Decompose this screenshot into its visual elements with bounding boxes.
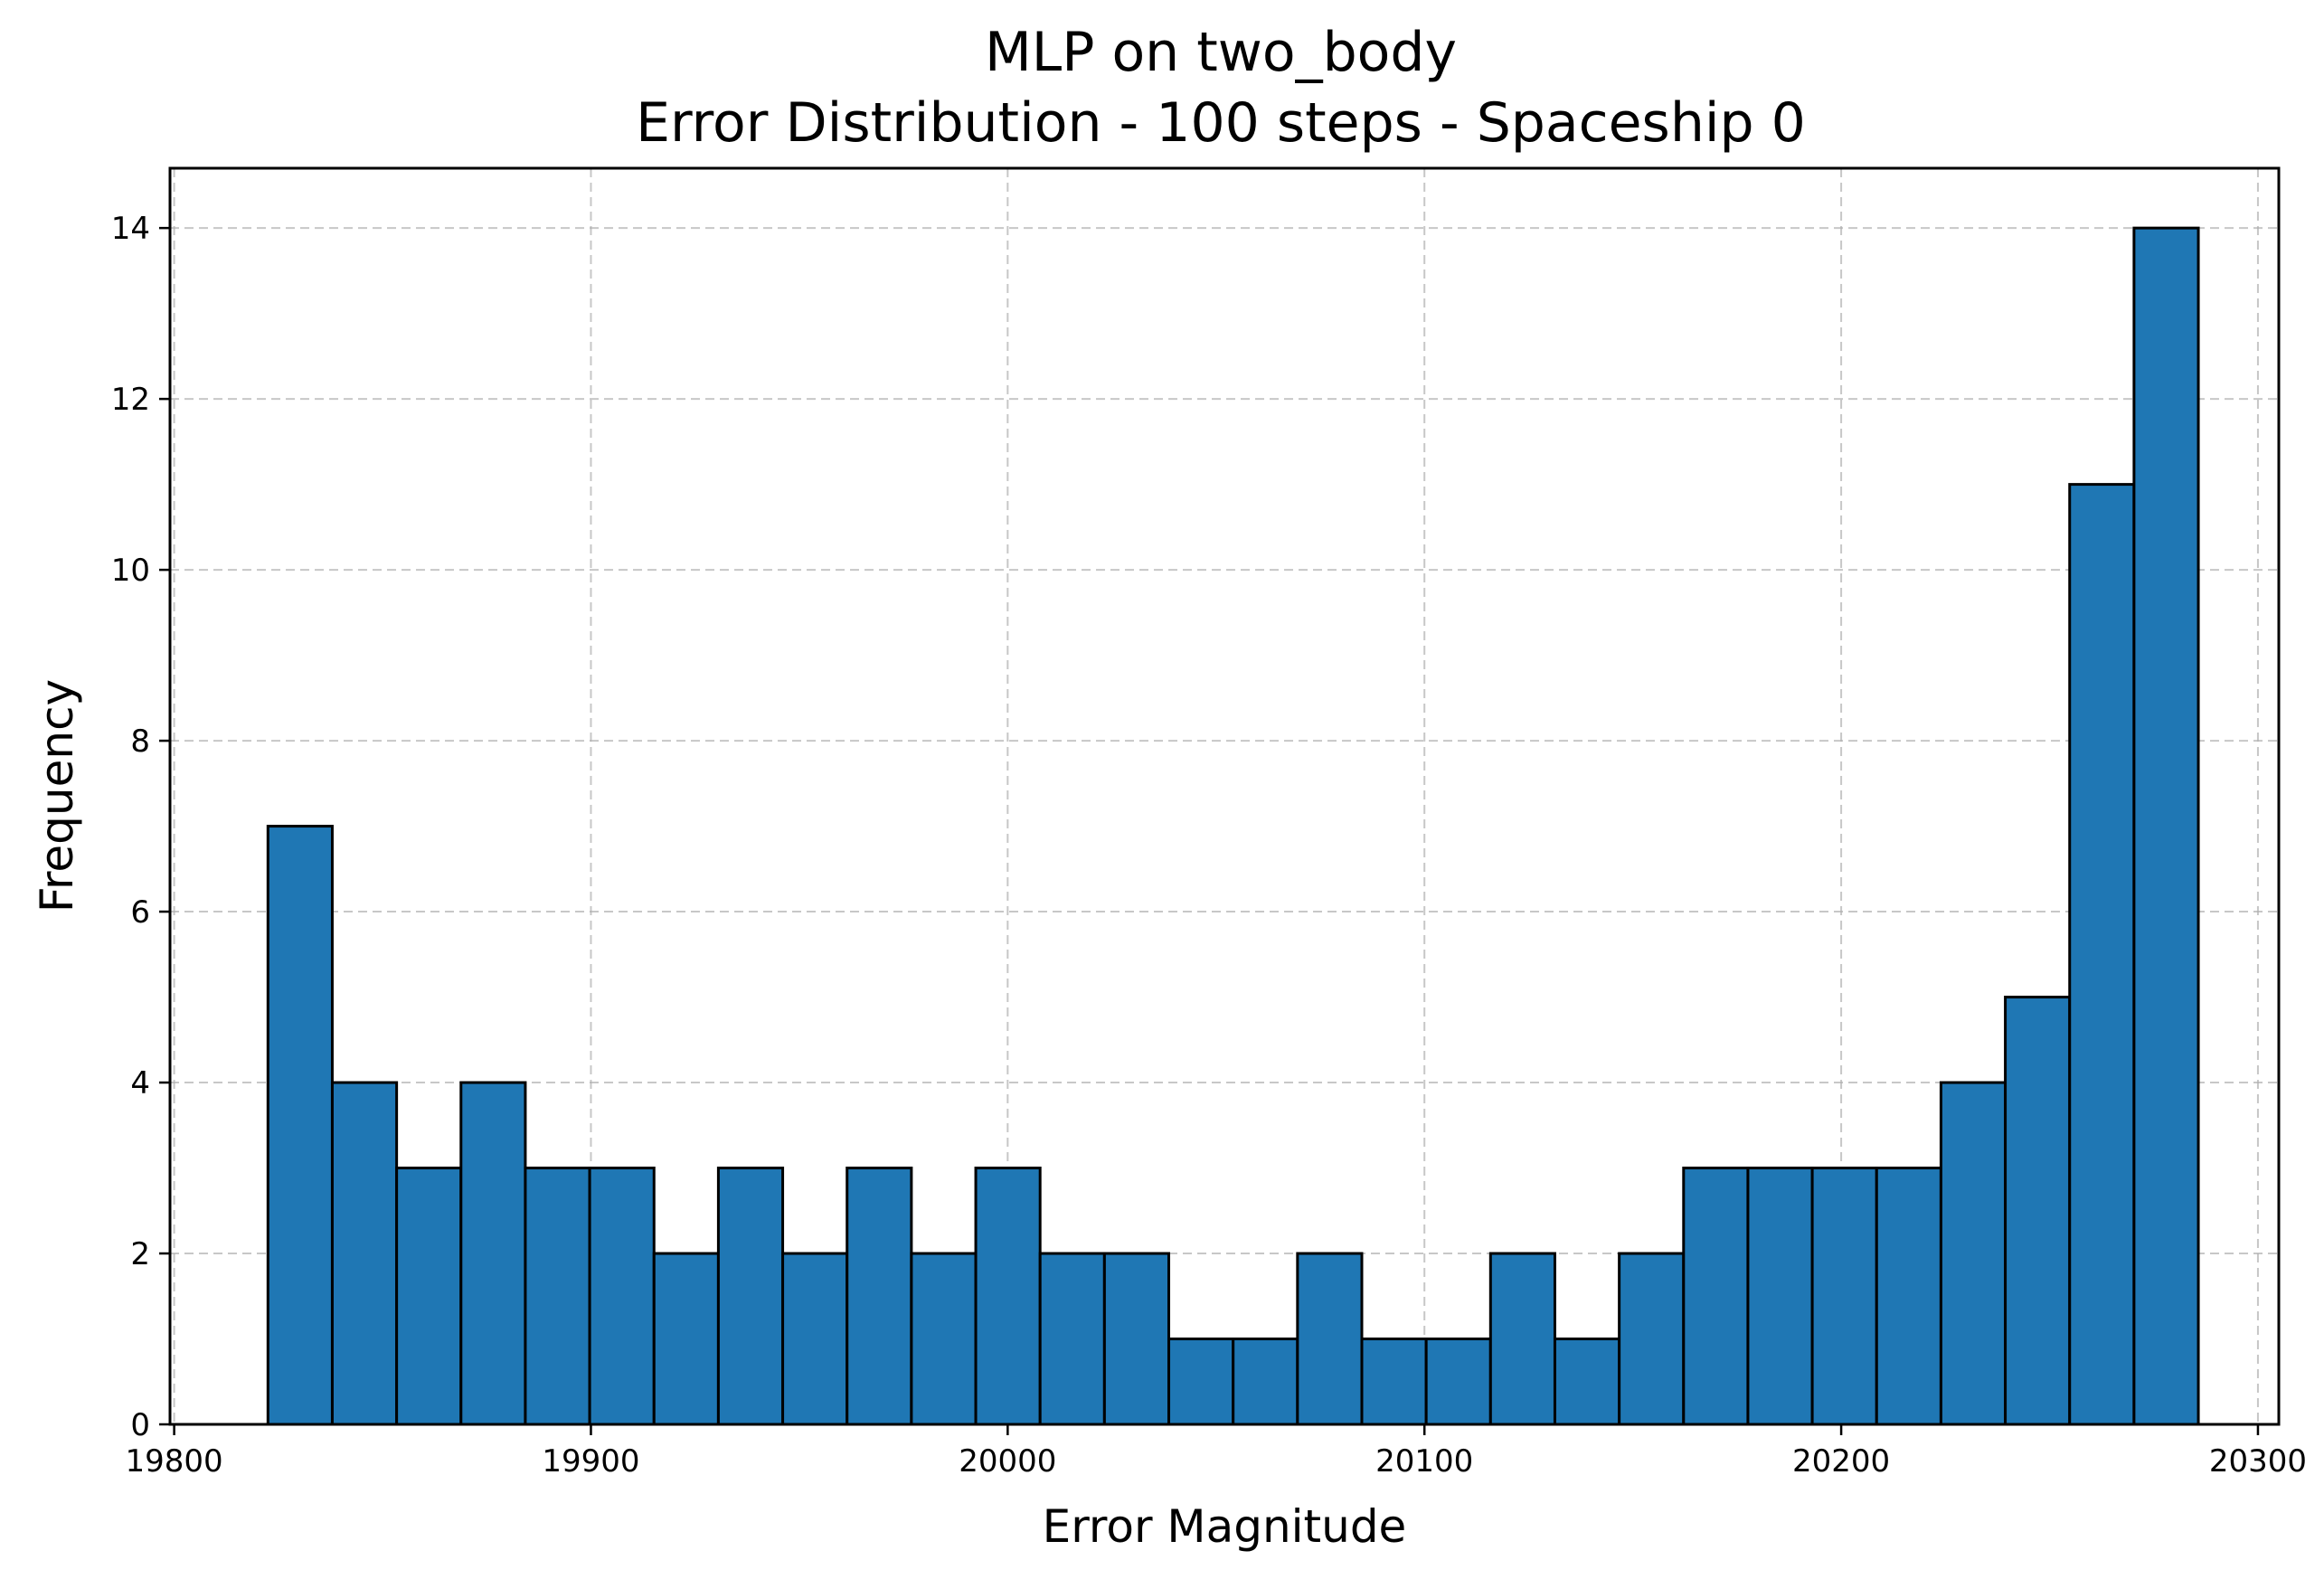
histogram-bar-28 (2004, 996, 2072, 1426)
histogram-bar-29 (2068, 483, 2136, 1426)
y-tick-label: 4 (130, 1065, 150, 1102)
y-tick-label: 12 (111, 382, 150, 418)
histogram-bar-24 (1746, 1167, 1814, 1426)
histogram-bar-23 (1682, 1167, 1750, 1426)
histogram-bar-11 (910, 1252, 978, 1426)
histogram-bar-3 (395, 1167, 463, 1426)
histogram-bar-10 (846, 1167, 913, 1426)
histogram-bar-1 (266, 825, 334, 1426)
chart-title-line2: Error Distribution - 100 steps - Spacesh… (636, 91, 1806, 155)
histogram-bar-2 (330, 1081, 399, 1426)
y-tick-label: 2 (130, 1236, 150, 1272)
y-tick-label: 0 (130, 1407, 150, 1443)
ticks-layer: 19800 19900 20000 20100 20200 20300 0 2 4 6 8 10 12 1… (111, 211, 2307, 1480)
histogram-bar-9 (781, 1252, 849, 1426)
histogram-bar-20 (1488, 1252, 1556, 1426)
x-tick-label: 20100 (1375, 1443, 1473, 1480)
x-tick-label: 20300 (2209, 1443, 2307, 1480)
histogram-bar-14 (1102, 1252, 1171, 1426)
histogram-bar-17 (1296, 1252, 1364, 1426)
histogram-bar-22 (1618, 1252, 1686, 1426)
x-axis-label: Error Magnitude (1043, 1500, 1407, 1553)
histogram-bar-30 (2132, 226, 2200, 1426)
y-tick-label: 8 (130, 723, 150, 760)
histogram-bar-19 (1424, 1338, 1492, 1426)
x-tick-label: 19900 (542, 1443, 639, 1480)
x-tick-label: 19800 (126, 1443, 223, 1480)
histogram-bar-21 (1553, 1338, 1621, 1426)
x-tick-label: 20200 (1792, 1443, 1890, 1480)
histogram-bar-4 (459, 1081, 527, 1426)
histogram-bar-12 (974, 1167, 1042, 1426)
histogram-bar-13 (1038, 1252, 1106, 1426)
x-tick-label: 20000 (959, 1443, 1056, 1480)
histogram-bar-6 (588, 1167, 656, 1426)
histogram-bar-16 (1232, 1338, 1299, 1426)
histogram-bar-25 (1810, 1167, 1878, 1426)
y-tick-label: 6 (130, 894, 150, 931)
y-tick-label: 10 (111, 553, 150, 589)
y-tick-label: 14 (111, 211, 150, 247)
y-axis-label: Frequency (31, 679, 83, 912)
histogram-bar-18 (1360, 1338, 1428, 1426)
histogram-bar-5 (524, 1167, 591, 1426)
chart-title-line1: MLP on two_body (985, 21, 1457, 84)
plot-frame (168, 166, 2281, 1426)
histogram-bar-8 (716, 1167, 785, 1426)
histogram-bar-27 (1939, 1081, 2008, 1426)
histogram-bar-15 (1167, 1338, 1235, 1426)
bars-layer (266, 226, 2200, 1426)
histogram-bar-7 (652, 1252, 720, 1426)
histogram-bar-26 (1875, 1167, 1942, 1426)
